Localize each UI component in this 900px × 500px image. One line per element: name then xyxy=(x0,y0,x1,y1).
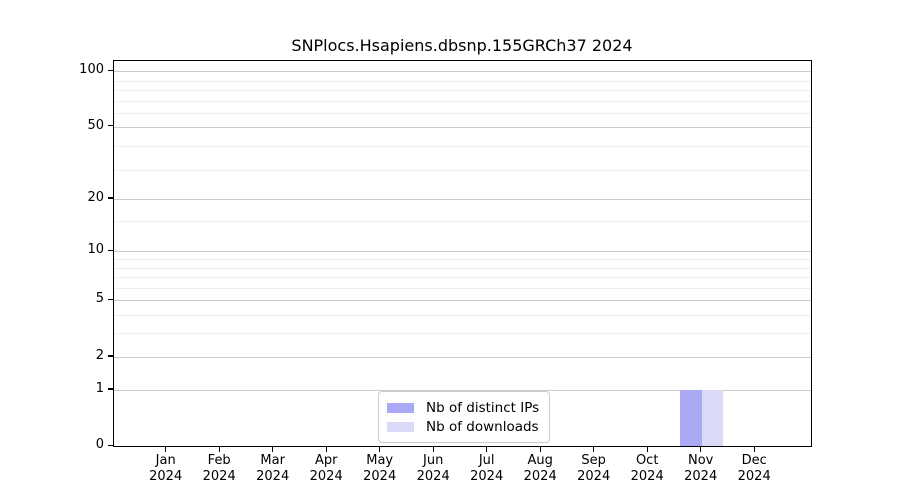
legend-swatch-distinct-ips xyxy=(387,402,414,413)
y-tick-label: 100 xyxy=(79,62,104,78)
x-tick-mark xyxy=(700,446,702,452)
legend: Nb of distinct IPs Nb of downloads xyxy=(378,391,551,443)
y-gridline-major xyxy=(114,198,811,200)
plot-area xyxy=(113,60,812,447)
legend-entry-distinct-ips: Nb of distinct IPs xyxy=(387,398,539,417)
y-gridline-minor xyxy=(114,259,811,260)
x-tick-mark xyxy=(539,446,541,452)
x-tick-label: Jul 2024 xyxy=(470,453,504,484)
y-tick-label: 10 xyxy=(87,242,104,258)
x-tick-mark xyxy=(486,446,488,452)
x-tick-mark xyxy=(272,446,274,452)
y-gridline-minor xyxy=(114,169,811,171)
y-gridline-major xyxy=(114,356,811,358)
y-gridline-minor xyxy=(114,287,811,289)
y-tick-label: 50 xyxy=(87,117,104,133)
bar-downloads xyxy=(701,389,724,446)
y-gridline-minor xyxy=(114,333,811,335)
x-tick-label: Feb 2024 xyxy=(202,453,236,484)
x-tick-label: Apr 2024 xyxy=(309,453,343,484)
x-tick-label: Dec 2024 xyxy=(737,453,771,484)
y-tick-label: 5 xyxy=(95,291,104,307)
x-tick-label: Jan 2024 xyxy=(149,453,183,484)
x-tick-label: Jun 2024 xyxy=(416,453,450,484)
x-tick-label: Nov 2024 xyxy=(684,453,718,484)
x-tick-mark xyxy=(165,446,167,452)
y-gridline-minor xyxy=(114,100,811,102)
y-tick-mark xyxy=(108,69,113,71)
x-tick-mark xyxy=(218,446,220,452)
y-gridline-minor xyxy=(114,315,811,317)
y-tick-mark xyxy=(108,298,113,301)
y-tick-mark xyxy=(108,249,113,252)
y-tick-mark xyxy=(108,444,113,446)
x-tick-mark xyxy=(646,446,648,452)
x-tick-mark xyxy=(593,446,595,452)
y-gridline-minor xyxy=(114,267,811,269)
y-gridline-minor xyxy=(114,277,811,279)
y-gridline-major xyxy=(114,71,811,73)
y-gridline-minor xyxy=(114,90,811,92)
x-tick-label: May 2024 xyxy=(363,453,397,484)
legend-label-downloads: Nb of downloads xyxy=(426,418,539,435)
legend-swatch-downloads xyxy=(387,421,414,432)
x-tick-mark xyxy=(379,446,381,452)
x-tick-mark xyxy=(325,446,327,452)
y-gridline-minor xyxy=(114,146,811,148)
x-tick-label: Mar 2024 xyxy=(256,453,290,484)
x-tick-label: Aug 2024 xyxy=(523,453,557,484)
y-gridline-minor xyxy=(114,113,811,115)
y-tick-mark xyxy=(108,388,113,390)
legend-label-distinct-ips: Nb of distinct IPs xyxy=(426,399,540,416)
y-gridline-major xyxy=(114,300,811,302)
y-tick-mark xyxy=(108,355,113,357)
x-tick-label: Sep 2024 xyxy=(577,453,611,484)
y-gridline-major xyxy=(114,389,811,391)
y-tick-label: 20 xyxy=(87,189,104,205)
y-tick-label: 1 xyxy=(95,380,104,396)
y-gridline-minor xyxy=(114,220,811,222)
y-gridline-major xyxy=(114,251,811,253)
bar-distinct-ips xyxy=(680,389,702,446)
chart-title: SNPlocs.Hsapiens.dbsnp.155GRCh37 2024 xyxy=(291,36,633,55)
y-gridline-major xyxy=(114,126,811,128)
legend-entry-downloads: Nb of downloads xyxy=(387,417,539,436)
y-tick-mark xyxy=(108,125,113,127)
x-tick-mark xyxy=(753,446,755,452)
y-tick-label: 2 xyxy=(95,347,104,363)
y-tick-label: 0 xyxy=(95,437,104,452)
y-tick-mark xyxy=(108,197,113,199)
x-tick-label: Oct 2024 xyxy=(630,453,664,484)
x-tick-mark xyxy=(432,446,434,452)
y-gridline-minor xyxy=(114,80,811,82)
